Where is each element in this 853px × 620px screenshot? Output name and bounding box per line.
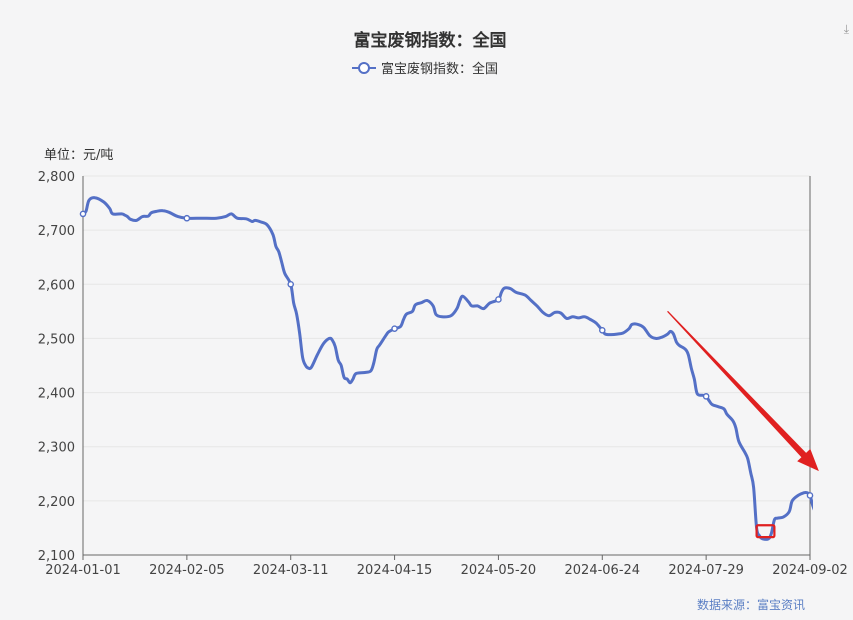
y-tick-label: 2,800	[38, 170, 75, 185]
legend-label: 富宝废钢指数：全国	[381, 61, 498, 77]
chart-title: 富宝废钢指数：全国	[354, 30, 507, 51]
low-point-box	[755, 524, 776, 539]
data-point	[391, 325, 398, 332]
data-point	[183, 214, 191, 222]
y-tick-label: 2,200	[38, 495, 75, 510]
x-tick-label: 2024-05-20	[461, 563, 537, 578]
data-point	[495, 296, 502, 303]
series-line	[83, 196, 813, 541]
unit-label: 单位：元/吨	[44, 148, 113, 163]
x-tick-label: 2024-03-11	[253, 563, 329, 578]
y-tick-label: 2,100	[38, 549, 75, 564]
legend[interactable]: 富宝废钢指数：全国	[352, 61, 498, 77]
series-group	[79, 196, 814, 541]
data-point	[287, 280, 295, 288]
x-tick-label: 2024-02-05	[149, 563, 225, 578]
y-tick-label: 2,300	[38, 441, 75, 456]
data-point	[702, 393, 710, 400]
data-point	[79, 210, 87, 218]
data-source: 数据来源：富宝资讯	[697, 597, 805, 612]
y-tick-label: 2,700	[38, 224, 75, 239]
y-tick-label: 2,600	[38, 278, 75, 293]
annotations	[667, 310, 819, 539]
download-icon[interactable]: ⤓	[843, 22, 849, 36]
legend-circle-marker	[358, 62, 370, 74]
x-tick-label: 2024-07-29	[668, 563, 744, 578]
y-axis-ticks: 2,100 2,200 2,300 2,400 2,500 2,600 2,700 2,800	[38, 170, 75, 564]
x-tick-label: 2024-06-24	[565, 563, 641, 578]
x-tick-label: 2024-04-15	[357, 563, 433, 578]
axes	[82, 176, 811, 556]
data-point	[806, 492, 814, 499]
grid-lines	[83, 175, 810, 502]
y-tick-label: 2,400	[38, 387, 75, 402]
y-tick-label: 2,500	[38, 332, 75, 347]
trend-arrow	[667, 310, 819, 472]
x-axis-ticks: 2024-01-01 2024-02-05 2024-03-11 2024-04-15…	[45, 555, 848, 578]
x-tick-label: 2024-09-02	[772, 563, 848, 578]
data-point	[598, 327, 606, 334]
x-tick-label: 2024-01-01	[45, 563, 121, 578]
